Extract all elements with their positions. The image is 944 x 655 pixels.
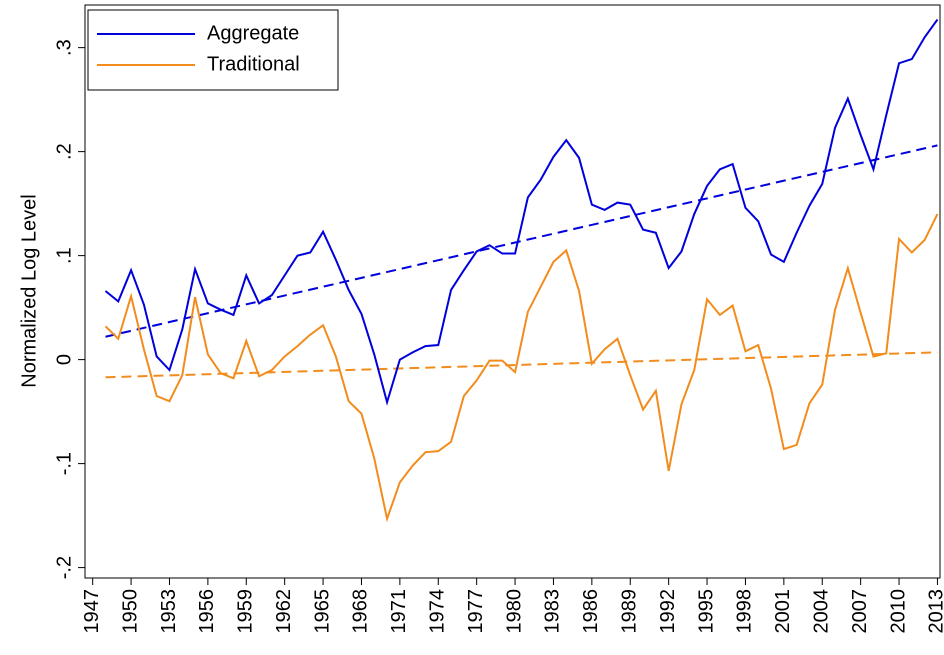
- y-axis-label: Normalized Log Level: [18, 194, 40, 387]
- x-tick-label: 1995: [695, 589, 717, 634]
- x-tick-label: 2013: [926, 589, 944, 634]
- plot-frame: [84, 4, 941, 579]
- x-tick-label: 1965: [311, 589, 333, 634]
- x-tick-label: 2007: [849, 589, 871, 634]
- x-tick-label: 1959: [235, 589, 257, 634]
- x-tick-label: 1992: [657, 589, 679, 634]
- data-line: [104, 18, 939, 406]
- data-line: [104, 213, 939, 523]
- trend-line: [105, 144, 938, 338]
- y-tick-label: .3: [53, 39, 75, 56]
- y-tick-label: .2: [53, 143, 75, 160]
- x-tick-label: 1998: [734, 589, 756, 634]
- legend-label: Traditional: [207, 53, 300, 75]
- x-tick-label: 2010: [887, 589, 909, 634]
- x-tick-label: 1971: [388, 589, 410, 634]
- x-tick-label: 1989: [619, 589, 641, 634]
- x-tick-label: 1947: [81, 589, 103, 634]
- x-tick-label: 1974: [427, 589, 449, 634]
- y-tick-label: 0: [53, 354, 75, 365]
- x-tick-label: 1980: [503, 589, 525, 634]
- x-tick-label: 1968: [350, 589, 372, 634]
- x-tick-label: 1977: [465, 589, 487, 634]
- x-tick-label: 1953: [158, 589, 180, 634]
- y-tick-label: .1: [53, 247, 75, 264]
- x-tick-label: 1950: [119, 589, 141, 634]
- x-tick-label: 1962: [273, 589, 295, 634]
- trend-line: [105, 351, 938, 379]
- y-tick-label: -.2: [53, 556, 75, 579]
- legend-box: [87, 9, 339, 91]
- legend-label: Aggregate: [207, 22, 299, 44]
- x-tick-label: 1983: [542, 589, 564, 634]
- x-tick-label: 2004: [811, 589, 833, 634]
- x-tick-label: 1956: [196, 589, 218, 634]
- x-tick-label: 1986: [580, 589, 602, 634]
- x-tick-label: 2001: [772, 589, 794, 634]
- y-tick-label: -.1: [53, 452, 75, 475]
